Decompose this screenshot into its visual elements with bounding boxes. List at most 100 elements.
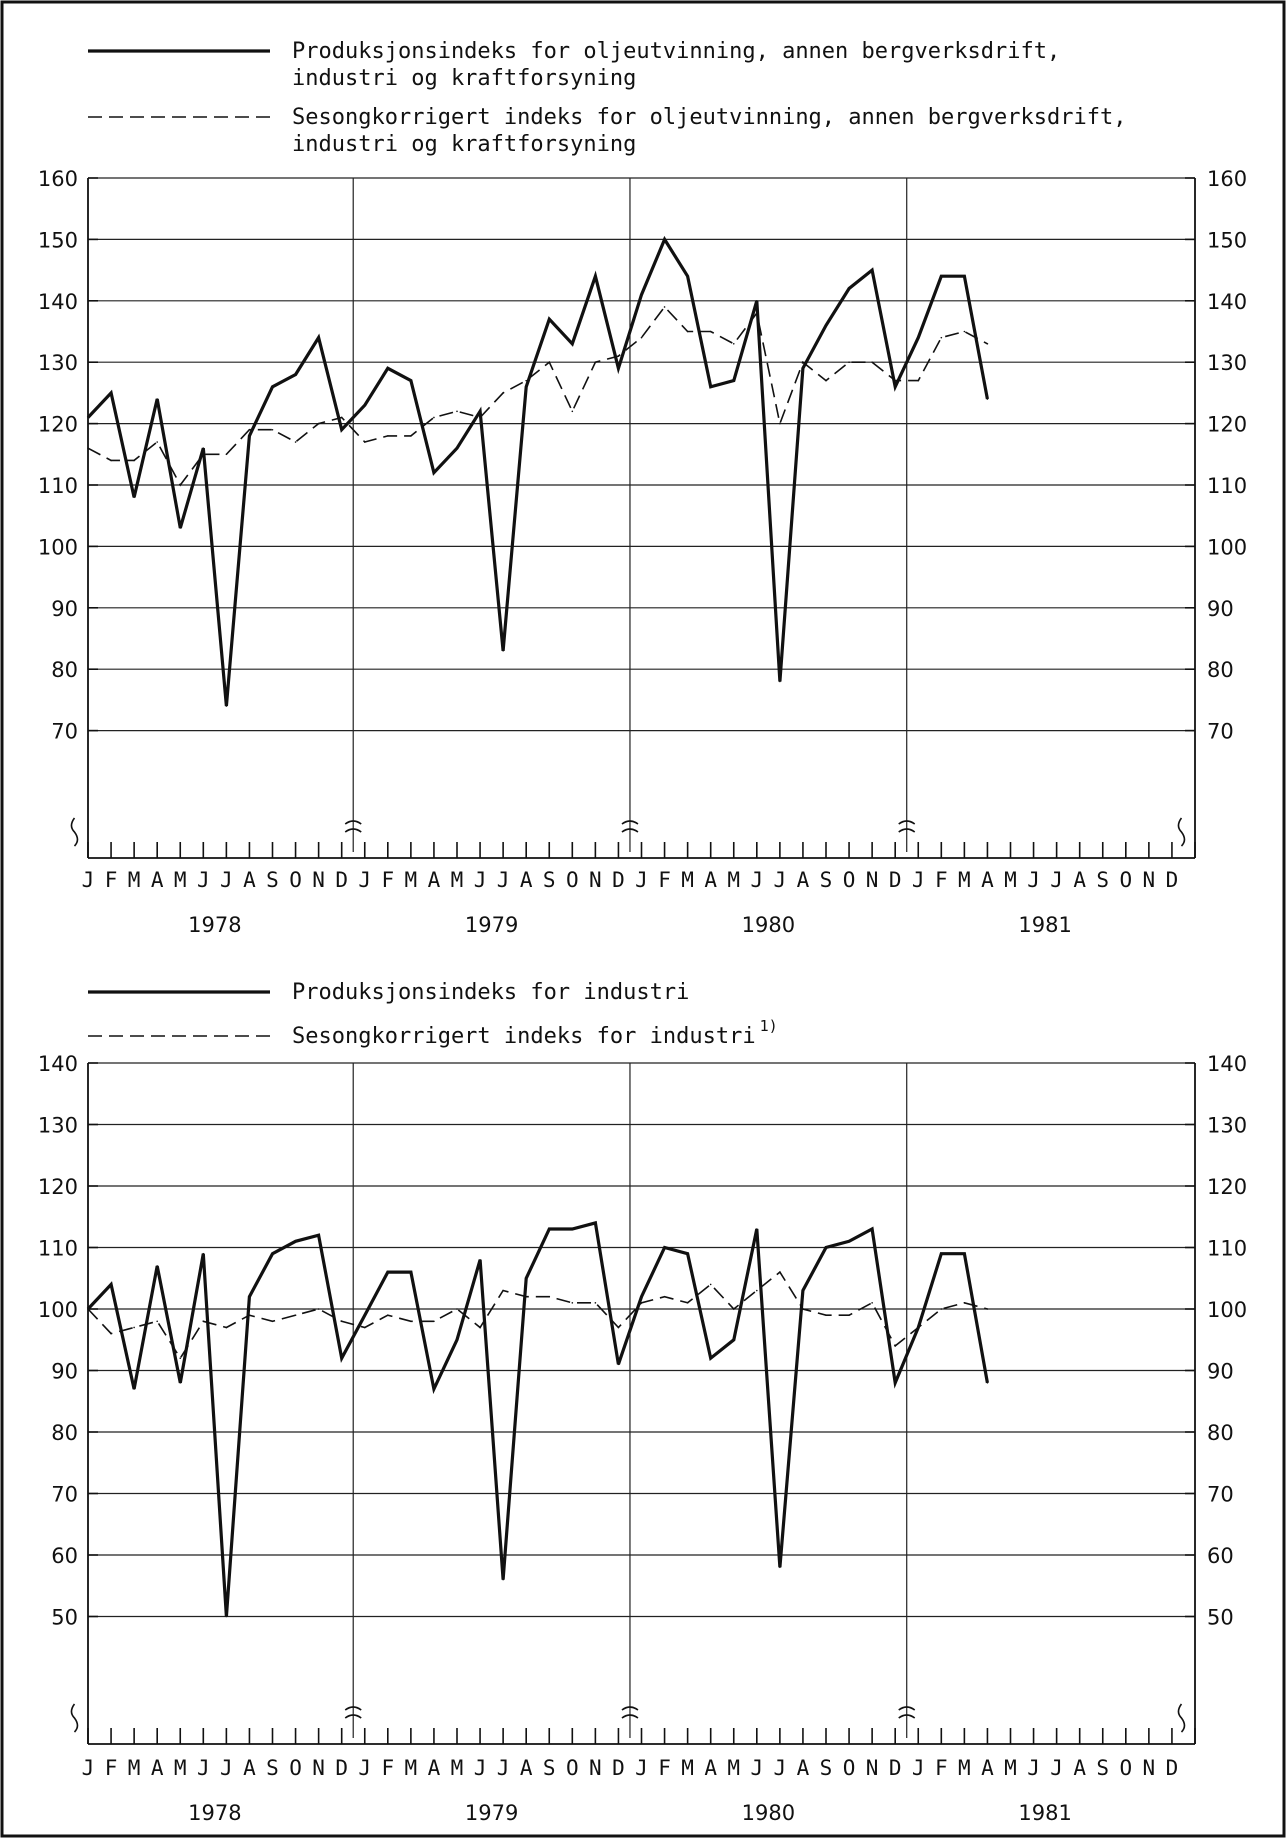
axis-break-left: [70, 1703, 79, 1733]
y-tick-label-left: 130: [38, 351, 78, 375]
month-label: D: [612, 868, 625, 892]
y-tick-label-right: 130: [1207, 1114, 1247, 1138]
data-point: [340, 1357, 343, 1359]
data-point: [986, 398, 989, 400]
data-point: [156, 1265, 158, 1267]
y-tick-label-right: 90: [1207, 597, 1234, 621]
data-point: [963, 1302, 966, 1304]
data-point: [433, 416, 435, 419]
data-point: [848, 361, 850, 364]
data-point: [363, 1314, 366, 1316]
data-point: [779, 680, 781, 683]
month-label: O: [1119, 868, 1132, 892]
data-point: [963, 1252, 966, 1255]
data-point: [571, 1228, 574, 1230]
y-tick-label-right: 110: [1207, 1237, 1247, 1261]
month-label: D: [889, 1756, 902, 1780]
y-tick-label-right: 50: [1207, 1606, 1234, 1630]
month-label: J: [474, 868, 487, 892]
data-point: [663, 1295, 666, 1298]
data-point: [894, 1382, 896, 1384]
month-label: M: [128, 1756, 141, 1780]
month-label: O: [289, 868, 302, 892]
month-label: N: [866, 868, 879, 892]
data-point: [848, 287, 850, 290]
series-line-solid: [86, 235, 989, 707]
month-label: S: [543, 868, 556, 892]
month-label: S: [1096, 1756, 1109, 1780]
data-point: [110, 392, 112, 394]
month-label: J: [912, 1756, 925, 1780]
data-point: [271, 428, 274, 431]
data-point: [387, 435, 389, 437]
y-tick-label-left: 150: [38, 228, 78, 252]
data-point: [686, 1252, 689, 1255]
data-point: [410, 435, 412, 437]
month-label: F: [381, 868, 394, 892]
data-point: [917, 336, 920, 339]
y-tick-label-right: 120: [1207, 413, 1247, 437]
data-point: [225, 453, 228, 456]
month-label: A: [520, 868, 533, 892]
data-point: [732, 1338, 735, 1341]
data-point: [779, 1271, 781, 1273]
year-label: 1979: [465, 1801, 518, 1825]
data-point: [271, 1320, 274, 1323]
data-point: [802, 361, 804, 364]
month-label: D: [335, 1756, 348, 1780]
month-label: S: [543, 1756, 556, 1780]
series-points-dashed: [87, 306, 989, 486]
legend-label-line2: industri og kraftforsyning: [292, 132, 636, 157]
month-label: M: [958, 1756, 971, 1780]
month-label: J: [220, 1756, 233, 1780]
gridlines: [70, 177, 1195, 852]
axis-break-mark: [344, 820, 362, 833]
data-point: [825, 1314, 827, 1316]
month-label: O: [843, 1756, 856, 1780]
month-label: J: [474, 1756, 487, 1780]
data-point: [502, 1578, 504, 1581]
data-point: [248, 1314, 251, 1316]
data-point: [709, 385, 712, 388]
legend-label: Produksjonsindeks for oljeutvinning, ann…: [292, 39, 1060, 64]
data-point: [317, 336, 320, 339]
month-label: A: [1073, 868, 1086, 892]
data-point: [479, 410, 481, 413]
data-point: [756, 1289, 758, 1292]
month-label: D: [889, 868, 902, 892]
data-point: [594, 1222, 597, 1224]
data-point: [871, 361, 873, 364]
month-label: J: [220, 868, 233, 892]
data-point: [894, 1345, 896, 1347]
month-label: J: [912, 868, 925, 892]
data-point: [387, 367, 389, 370]
data-point: [686, 275, 689, 278]
month-label: J: [82, 868, 95, 892]
data-point: [202, 453, 205, 456]
legend-item-solid: Produksjonsindeks for oljeutvinning, ann…: [88, 39, 1060, 91]
month-label: O: [566, 1756, 579, 1780]
data-point: [756, 300, 758, 302]
legend-label-line2: industri og kraftforsyning: [292, 66, 636, 91]
y-tick-label-left: 120: [38, 1175, 78, 1199]
month-label: F: [935, 868, 948, 892]
data-point: [248, 428, 251, 431]
month-label: M: [1004, 1756, 1017, 1780]
month-label: N: [312, 1756, 325, 1780]
month-label: J: [497, 868, 510, 892]
axis-break-right: [1177, 817, 1186, 847]
data-point: [756, 1228, 758, 1230]
y-tick-label-left: 50: [51, 1606, 78, 1630]
month-label: A: [797, 1756, 810, 1780]
month-label: A: [151, 868, 164, 892]
data-point: [686, 330, 689, 333]
data-point: [894, 379, 896, 382]
data-point: [317, 422, 320, 425]
data-point: [986, 1308, 989, 1310]
data-point: [617, 1326, 620, 1329]
month-label: M: [958, 868, 971, 892]
y-tick-label-right: 140: [1207, 290, 1247, 314]
data-point: [871, 1302, 873, 1304]
data-point: [340, 428, 343, 431]
